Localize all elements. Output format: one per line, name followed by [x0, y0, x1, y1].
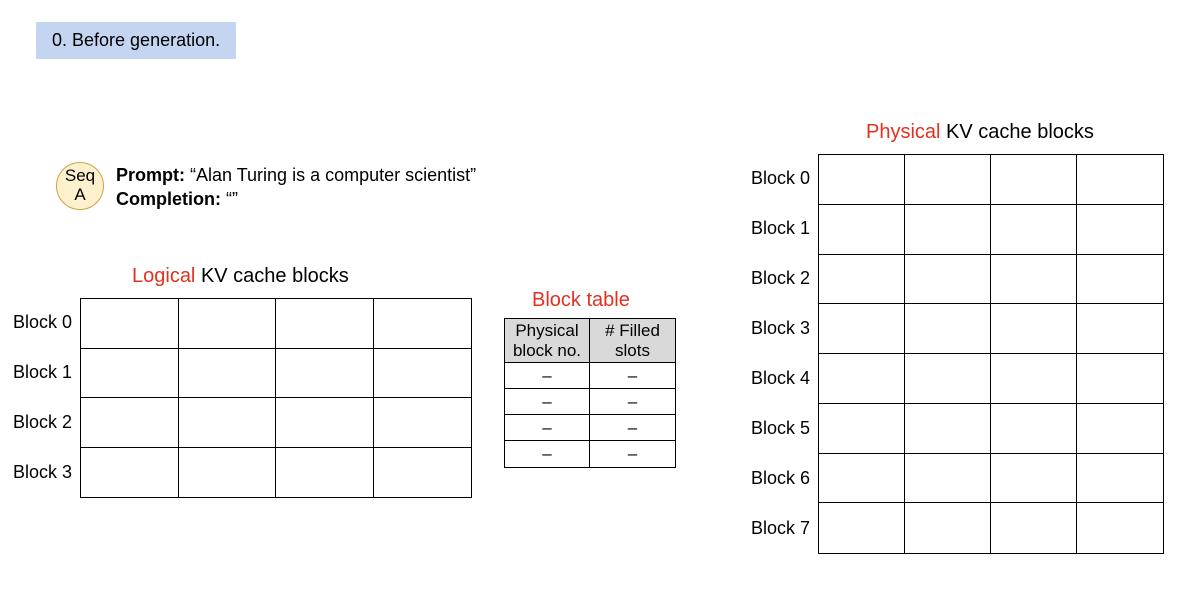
logical-row-label: Block 3 [13, 462, 72, 483]
blocktable-cell: – [505, 363, 590, 389]
physical-cell [991, 454, 1077, 504]
physical-cell [819, 503, 905, 553]
physical-title: Physical KV cache blocks [866, 121, 1094, 144]
logical-cell [81, 349, 179, 399]
logical-cell [374, 299, 472, 349]
blocktable-cell: – [590, 415, 675, 441]
physical-row-label: Block 4 [751, 368, 810, 389]
blocktable-cell: – [505, 415, 590, 441]
physical-cell [905, 155, 991, 205]
physical-cell [905, 304, 991, 354]
physical-cell [1077, 304, 1163, 354]
logical-cell [179, 349, 277, 399]
physical-row-label: Block 5 [751, 418, 810, 439]
physical-row-label: Block 3 [751, 318, 810, 339]
logical-cell [276, 299, 374, 349]
completion-text: “” [226, 189, 238, 209]
logical-cell [374, 448, 472, 498]
blocktable-cell: – [590, 363, 675, 389]
sequence-badge: Seq A [56, 162, 104, 210]
physical-title-rest: KV cache blocks [940, 121, 1093, 143]
blocktable-title: Block table [532, 289, 630, 312]
blocktable-cell: – [505, 389, 590, 415]
physical-cell [819, 354, 905, 404]
physical-row-label: Block 1 [751, 218, 810, 239]
logical-cell [81, 299, 179, 349]
physical-cell [991, 155, 1077, 205]
blocktable-cell: – [590, 441, 675, 467]
physical-cell [819, 304, 905, 354]
blocktable-cell: – [590, 389, 675, 415]
physical-title-accent: Physical [866, 121, 940, 143]
physical-cell [1077, 404, 1163, 454]
blocktable-header-cell: Physicalblock no. [505, 319, 590, 363]
logical-cell [276, 398, 374, 448]
physical-cell [1077, 503, 1163, 553]
logical-row-label: Block 2 [13, 412, 72, 433]
logical-cell [374, 349, 472, 399]
sequence-badge-line2: A [74, 186, 85, 205]
logical-cell [179, 448, 277, 498]
logical-cell [81, 448, 179, 498]
physical-cell [905, 503, 991, 553]
physical-kv-grid [818, 154, 1164, 554]
physical-cell [991, 404, 1077, 454]
physical-cell [819, 205, 905, 255]
physical-cell [1077, 255, 1163, 305]
physical-cell [905, 354, 991, 404]
logical-title-accent: Logical [132, 265, 195, 287]
physical-cell [819, 454, 905, 504]
logical-row-label: Block 0 [13, 312, 72, 333]
physical-cell [1077, 454, 1163, 504]
logical-kv-grid [80, 298, 472, 498]
physical-cell [991, 503, 1077, 553]
physical-cell [991, 205, 1077, 255]
step-title: 0. Before generation. [36, 22, 236, 59]
physical-cell [905, 205, 991, 255]
prompt-block: Prompt: “Alan Turing is a computer scien… [116, 163, 476, 212]
physical-cell [1077, 354, 1163, 404]
prompt-label: Prompt: [116, 165, 185, 185]
logical-cell [179, 299, 277, 349]
sequence-badge-line1: Seq [65, 167, 95, 186]
physical-cell [1077, 205, 1163, 255]
physical-cell [991, 354, 1077, 404]
blocktable-cell: – [505, 441, 590, 467]
block-table: Physicalblock no.# Filledslots–––––––– [504, 318, 676, 468]
logical-cell [276, 448, 374, 498]
prompt-text: “Alan Turing is a computer scientist” [190, 165, 476, 185]
physical-cell [905, 454, 991, 504]
physical-cell [991, 255, 1077, 305]
physical-row-label: Block 2 [751, 268, 810, 289]
physical-row-label: Block 7 [751, 518, 810, 539]
physical-cell [819, 255, 905, 305]
logical-cell [374, 398, 472, 448]
physical-row-label: Block 6 [751, 468, 810, 489]
physical-cell [1077, 155, 1163, 205]
physical-cell [819, 404, 905, 454]
physical-row-label: Block 0 [751, 168, 810, 189]
physical-cell [905, 404, 991, 454]
logical-cell [276, 349, 374, 399]
logical-row-label: Block 1 [13, 362, 72, 383]
logical-title-rest: KV cache blocks [195, 265, 348, 287]
physical-cell [905, 255, 991, 305]
logical-title: Logical KV cache blocks [132, 265, 349, 288]
logical-cell [81, 398, 179, 448]
physical-cell [819, 155, 905, 205]
blocktable-header-cell: # Filledslots [590, 319, 675, 363]
physical-cell [991, 304, 1077, 354]
completion-label: Completion: [116, 189, 221, 209]
logical-cell [179, 398, 277, 448]
